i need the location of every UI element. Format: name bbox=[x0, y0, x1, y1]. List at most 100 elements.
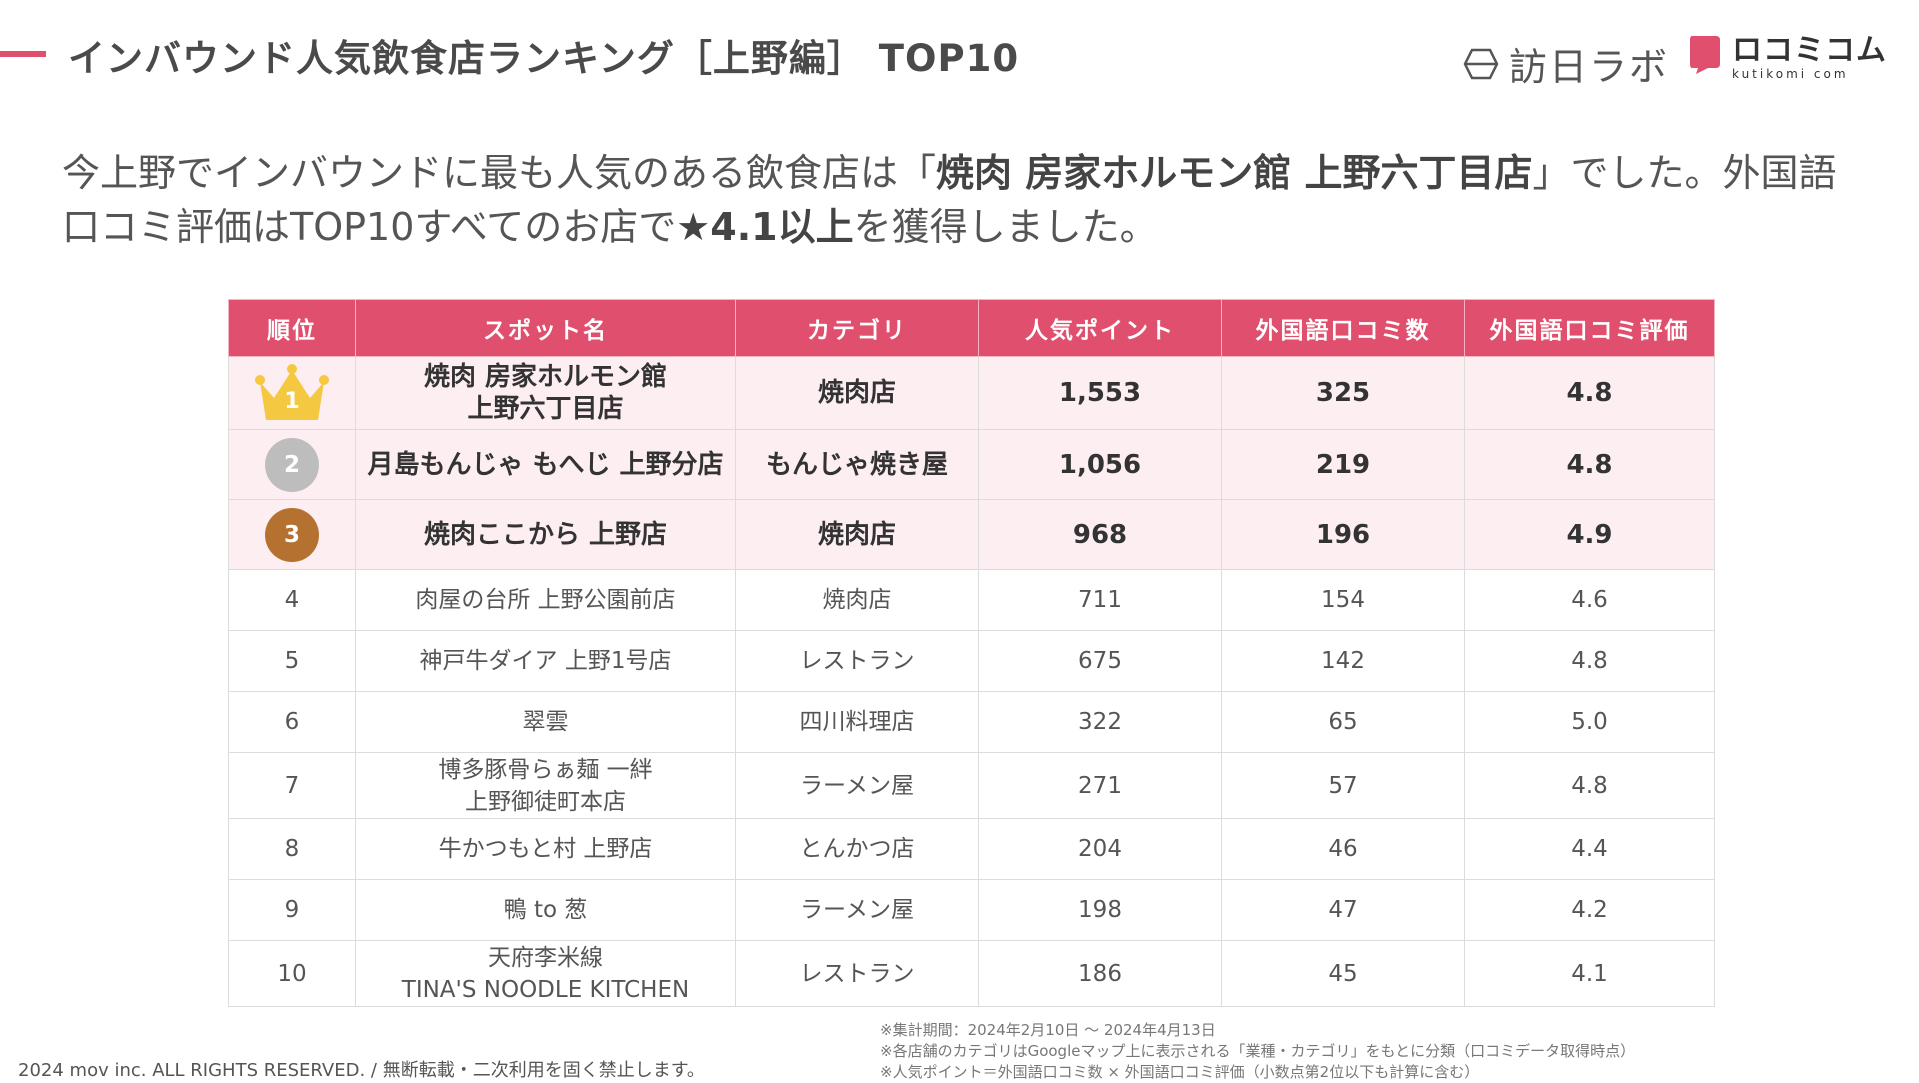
spot-name-line2: 上野六丁目店 bbox=[467, 394, 624, 424]
review-count-cell: 196 bbox=[1221, 499, 1465, 570]
speech-bubble-logo-icon bbox=[1690, 36, 1720, 74]
rating-cell: 4.8 bbox=[1464, 356, 1715, 430]
page-title: インバウンド人気飲食店ランキング［上野編］ TOP10 bbox=[68, 37, 1020, 80]
crown-icon bbox=[255, 364, 329, 420]
points-cell: 1,553 bbox=[978, 356, 1222, 430]
category-cell: レストラン bbox=[735, 630, 979, 692]
header-review-count: 外国語口コミ数 bbox=[1221, 299, 1465, 357]
footnote: ※各店舗のカテゴリはGoogleマップ上に表示される「業種・カテゴリ」をもとに分… bbox=[880, 1042, 1636, 1060]
spot-name: 天府李米線 bbox=[488, 944, 603, 971]
rating-cell: 4.6 bbox=[1464, 569, 1715, 631]
review-count-cell: 65 bbox=[1221, 691, 1465, 753]
table-row: 9 鴨 to 葱 ラーメン屋 198 47 4.2 bbox=[228, 879, 1715, 941]
table-row: 5 神戸牛ダイア 上野1号店 レストラン 675 142 4.8 bbox=[228, 630, 1715, 692]
intro-text-part: 今上野でインバウンドに最も人気のある飲食店は「 bbox=[62, 151, 937, 195]
rank-cell: 6 bbox=[228, 691, 356, 753]
kutikomi-com-logo-text: ロコミコム bbox=[1732, 33, 1887, 68]
kutikomi-com-logo-subtext: kutikomi com bbox=[1732, 67, 1849, 81]
spot-name: 博多豚骨らぁ麺 一絆 bbox=[438, 756, 653, 783]
spot-name-cell: 焼肉ここから 上野店 bbox=[355, 499, 736, 570]
table-row: 8 牛かつもと村 上野店 とんかつ店 204 46 4.4 bbox=[228, 818, 1715, 880]
title-accent-bar bbox=[0, 51, 46, 57]
spot-name-cell: 翠雲 bbox=[355, 691, 736, 753]
points-cell: 711 bbox=[978, 569, 1222, 631]
rating-cell: 4.8 bbox=[1464, 429, 1715, 500]
category-cell: とんかつ店 bbox=[735, 818, 979, 880]
gold-crown-badge: 1 bbox=[252, 362, 332, 424]
rank-cell: 3 bbox=[228, 499, 356, 570]
review-count-cell: 219 bbox=[1221, 429, 1465, 500]
points-cell: 675 bbox=[978, 630, 1222, 692]
points-cell: 204 bbox=[978, 818, 1222, 880]
spot-name-cell: 神戸牛ダイア 上野1号店 bbox=[355, 630, 736, 692]
spot-name-cell: 天府李米線 TINA'S NOODLE KITCHEN bbox=[355, 940, 736, 1007]
copyright-notice: 2024 mov inc. ALL RIGHTS RESERVED. / 無断転… bbox=[18, 1060, 705, 1081]
header-review-rating: 外国語口コミ評価 bbox=[1464, 299, 1715, 357]
category-cell: 焼肉店 bbox=[735, 569, 979, 631]
ranking-table: 順位 スポット名 カテゴリ 人気ポイント 外国語口コミ数 外国語口コミ評価 1 bbox=[228, 299, 1715, 1007]
bronze-medal-badge: 3 bbox=[265, 507, 319, 562]
category-cell: もんじゃ焼き屋 bbox=[735, 429, 979, 500]
review-count-cell: 57 bbox=[1221, 752, 1465, 819]
spot-name-cell: 月島もんじゃ もへじ 上野分店 bbox=[355, 429, 736, 500]
hounichi-labo-logo-text: 訪日ラボ bbox=[1509, 45, 1670, 89]
rating-cell: 4.4 bbox=[1464, 818, 1715, 880]
rank-cell: 9 bbox=[228, 879, 356, 941]
spot-name-cell: 牛かつもと村 上野店 bbox=[355, 818, 736, 880]
category-cell: ラーメン屋 bbox=[735, 879, 979, 941]
rank-cell: 2 bbox=[228, 429, 356, 500]
review-count-cell: 154 bbox=[1221, 569, 1465, 631]
rating-cell: 4.9 bbox=[1464, 499, 1715, 570]
table-row: 7 博多豚骨らぁ麺 一絆 上野御徒町本店 ラーメン屋 271 57 4.8 bbox=[228, 752, 1715, 819]
spot-name-line2: TINA'S NOODLE KITCHEN bbox=[401, 976, 690, 1003]
rating-cell: 5.0 bbox=[1464, 691, 1715, 753]
table-row: 6 翠雲 四川料理店 322 65 5.0 bbox=[228, 691, 1715, 753]
intro-rating-highlight: ★4.1以上 bbox=[676, 205, 854, 249]
header-popularity-points: 人気ポイント bbox=[978, 299, 1222, 357]
spot-name-cell: 肉屋の台所 上野公園前店 bbox=[355, 569, 736, 631]
table-row: 4 肉屋の台所 上野公園前店 焼肉店 711 154 4.6 bbox=[228, 569, 1715, 631]
spot-name-cell: 焼肉 房家ホルモン館 上野六丁目店 bbox=[355, 356, 736, 430]
rank-number: 1 bbox=[284, 389, 300, 414]
category-cell: ラーメン屋 bbox=[735, 752, 979, 819]
silver-medal-badge: 2 bbox=[265, 437, 319, 492]
review-count-cell: 325 bbox=[1221, 356, 1465, 430]
spot-name-cell: 鴨 to 葱 bbox=[355, 879, 736, 941]
spot-name-line2: 上野御徒町本店 bbox=[465, 788, 626, 815]
footnote: ※集計期間：2024年2月10日 〜 2024年4月13日 bbox=[880, 1021, 1216, 1039]
intro-text-part: 」でした。外国語口コミ評価はTOP10すべてのお店で bbox=[62, 151, 1837, 249]
rating-cell: 4.1 bbox=[1464, 940, 1715, 1007]
review-count-cell: 142 bbox=[1221, 630, 1465, 692]
intro-top-restaurant: 焼肉 房家ホルモン館 上野六丁目店 bbox=[936, 151, 1533, 195]
rank-cell: 7 bbox=[228, 752, 356, 819]
kutikomi-com-logo: ロコミコム kutikomi com bbox=[1688, 34, 1887, 80]
rank-cell: 10 bbox=[228, 940, 356, 1007]
category-cell: 四川料理店 bbox=[735, 691, 979, 753]
points-cell: 186 bbox=[978, 940, 1222, 1007]
hexagon-logo-icon bbox=[1463, 48, 1499, 79]
points-cell: 271 bbox=[978, 752, 1222, 819]
footnotes: ※集計期間：2024年2月10日 〜 2024年4月13日 ※各店舗のカテゴリは… bbox=[880, 1020, 1635, 1083]
rating-cell: 4.8 bbox=[1464, 752, 1715, 819]
header-category: カテゴリ bbox=[735, 299, 979, 357]
table-row: 3 焼肉ここから 上野店 焼肉店 968 196 4.9 bbox=[228, 499, 1715, 570]
category-cell: 焼肉店 bbox=[735, 356, 979, 430]
table-header-row: 順位 スポット名 カテゴリ 人気ポイント 外国語口コミ数 外国語口コミ評価 bbox=[228, 299, 1715, 357]
intro-text-part: を獲得しました。 bbox=[853, 205, 1158, 249]
points-cell: 322 bbox=[978, 691, 1222, 753]
rating-cell: 4.2 bbox=[1464, 879, 1715, 941]
review-count-cell: 46 bbox=[1221, 818, 1465, 880]
review-count-cell: 45 bbox=[1221, 940, 1465, 1007]
hounichi-labo-logo: 訪日ラボ bbox=[1463, 36, 1669, 91]
footnote: ※人気ポイント＝外国語口コミ数 × 外国語口コミ評価（小数点第2位以下も計算に含… bbox=[880, 1063, 1480, 1081]
spot-name-cell: 博多豚骨らぁ麺 一絆 上野御徒町本店 bbox=[355, 752, 736, 819]
category-cell: 焼肉店 bbox=[735, 499, 979, 570]
table-row: 1 焼肉 房家ホルモン館 上野六丁目店 焼肉店 1,553 325 4.8 bbox=[228, 356, 1715, 430]
rank-cell: 1 bbox=[228, 356, 356, 430]
rank-cell: 5 bbox=[228, 630, 356, 692]
review-count-cell: 47 bbox=[1221, 879, 1465, 941]
rating-cell: 4.8 bbox=[1464, 630, 1715, 692]
header-rank: 順位 bbox=[228, 299, 356, 357]
points-cell: 968 bbox=[978, 499, 1222, 570]
points-cell: 1,056 bbox=[978, 429, 1222, 500]
